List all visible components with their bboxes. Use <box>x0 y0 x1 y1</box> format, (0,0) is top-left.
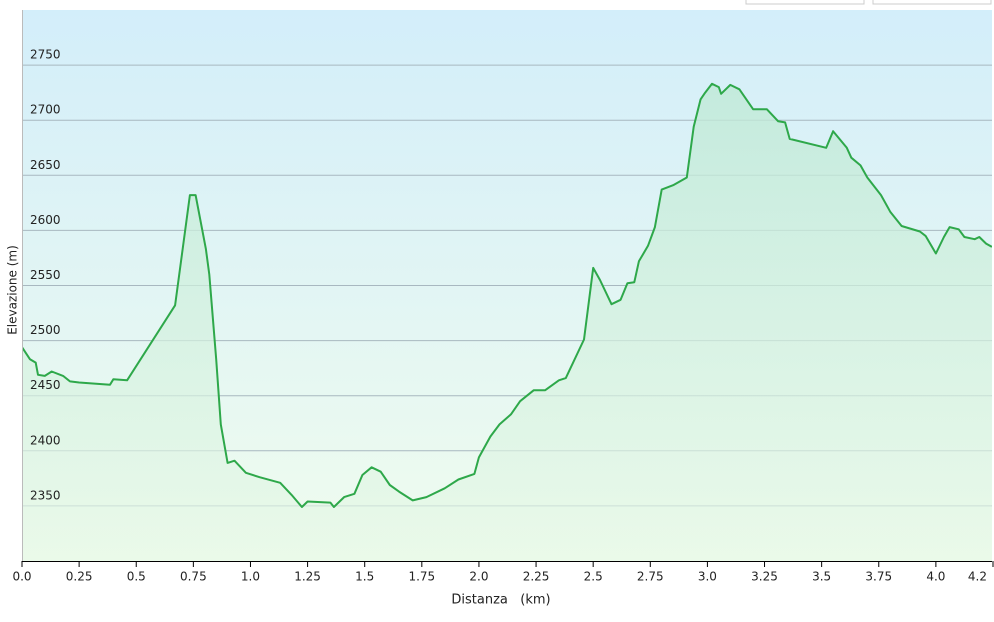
y-tick-label: 2450 <box>30 378 61 392</box>
x-tick-label: 1.25 <box>294 570 321 584</box>
y-tick-label: 2400 <box>30 433 61 447</box>
x-tick-label: 2.25 <box>523 570 550 584</box>
y-tick-label: 2600 <box>30 213 61 227</box>
tab <box>745 0 865 5</box>
x-tick-label: 4.2 <box>968 570 987 584</box>
y-tick-label: 2500 <box>30 323 61 337</box>
x-tick-label: 2.75 <box>637 570 664 584</box>
x-tick-label: 0.25 <box>66 570 93 584</box>
x-tick-label: 3.0 <box>698 570 717 584</box>
y-axis-label: Elevazione (m) <box>6 245 20 335</box>
x-tick-label: 1.5 <box>355 570 374 584</box>
x-tick-label: 2.5 <box>584 570 603 584</box>
y-tick-label: 2350 <box>30 488 61 502</box>
x-axis-label: Distanza (km) <box>451 593 550 608</box>
x-tick-label: 2.0 <box>469 570 488 584</box>
x-tick-label: 0.5 <box>127 570 146 584</box>
x-tick-label: 0.0 <box>12 570 31 584</box>
area-fill <box>22 83 992 561</box>
y-tick-label: 2550 <box>30 268 61 282</box>
x-tick-label: 0.75 <box>180 570 207 584</box>
x-tick-label: 3.75 <box>865 570 892 584</box>
elevation-line <box>22 82 992 508</box>
y-tick-label: 2700 <box>30 103 61 117</box>
x-tick-label: 3.5 <box>812 570 831 584</box>
y-tick-label: 2650 <box>30 158 61 172</box>
tab <box>872 0 992 5</box>
x-tick-label: 1.75 <box>408 570 435 584</box>
x-tick-label: 1.0 <box>241 570 260 584</box>
y-tick-label: 2750 <box>30 48 61 62</box>
x-tick-label: 3.25 <box>751 570 778 584</box>
x-tick-label: 4.0 <box>926 570 945 584</box>
